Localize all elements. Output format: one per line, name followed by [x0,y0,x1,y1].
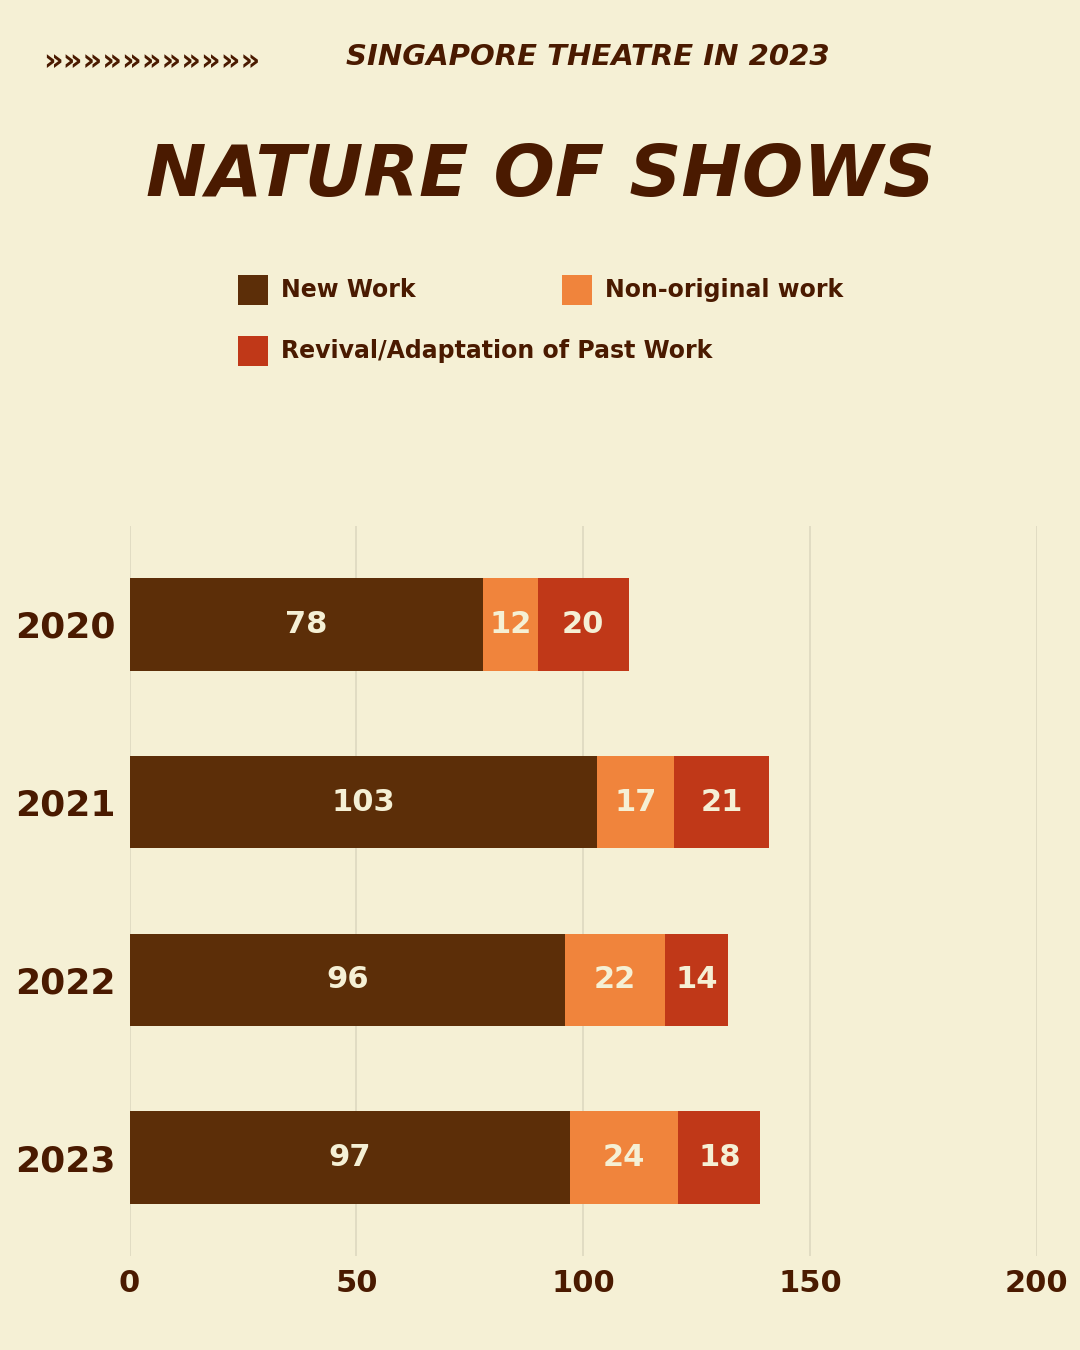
Text: Non-original work: Non-original work [605,278,843,302]
Bar [597,756,674,848]
Text: SINGAPORE THEATRE IN 2023: SINGAPORE THEATRE IN 2023 [346,43,829,72]
Text: 22: 22 [594,965,636,995]
Text: »»»»»»»»»»»: »»»»»»»»»»» [43,47,260,76]
Bar [565,934,665,1026]
Text: NATURE OF SHOWS: NATURE OF SHOWS [146,142,934,211]
Text: 97: 97 [328,1143,370,1172]
Bar [538,578,629,671]
Text: 12: 12 [489,610,531,639]
Text: New Work: New Work [281,278,416,302]
Text: 17: 17 [615,787,657,817]
Bar [130,578,484,671]
Text: 78: 78 [285,610,327,639]
Text: 24: 24 [603,1143,645,1172]
Bar [130,934,565,1026]
Text: 96: 96 [326,965,368,995]
Bar [569,1111,678,1204]
Bar [674,756,769,848]
Text: 14: 14 [675,965,718,995]
Text: 21: 21 [700,787,743,817]
Bar [130,756,597,848]
Text: Revival/Adaptation of Past Work: Revival/Adaptation of Past Work [281,339,712,363]
Bar [665,934,728,1026]
Bar [484,578,538,671]
Bar [130,1111,569,1204]
Bar [678,1111,760,1204]
Text: 20: 20 [562,610,605,639]
Text: 18: 18 [698,1143,741,1172]
Text: 103: 103 [332,787,395,817]
